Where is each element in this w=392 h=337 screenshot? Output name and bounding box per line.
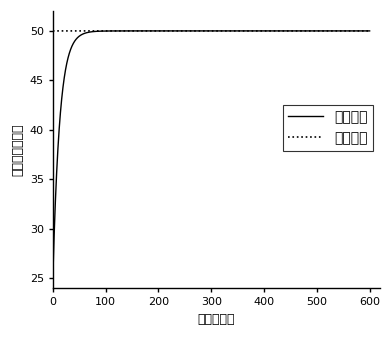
- 实际温度: [367, 29, 372, 33]
- 参考温度: [51, 29, 55, 33]
- 实际温度: [172, 29, 176, 33]
- 实际温度: [240, 29, 245, 33]
- 实际温度: [108, 29, 113, 33]
- Legend: 实际温度, 参考温度: 实际温度, 参考温度: [283, 104, 373, 151]
- 参考温度: [367, 29, 372, 33]
- 实际温度: [51, 276, 55, 280]
- 参考温度: [311, 29, 316, 33]
- 实际温度: [256, 29, 261, 33]
- Line: 实际温度: 实际温度: [53, 31, 370, 278]
- 实际温度: [311, 29, 316, 33]
- 参考温度: [287, 29, 292, 33]
- 参考温度: [256, 29, 261, 33]
- 实际温度: [287, 29, 292, 33]
- 实际温度: [301, 29, 306, 33]
- 参考温度: [108, 29, 113, 33]
- 参考温度: [172, 29, 176, 33]
- X-axis label: 时间（秒）: 时间（秒）: [198, 313, 235, 326]
- Y-axis label: 温度（摄氏度）: 温度（摄氏度）: [11, 123, 24, 176]
- 参考温度: [240, 29, 245, 33]
